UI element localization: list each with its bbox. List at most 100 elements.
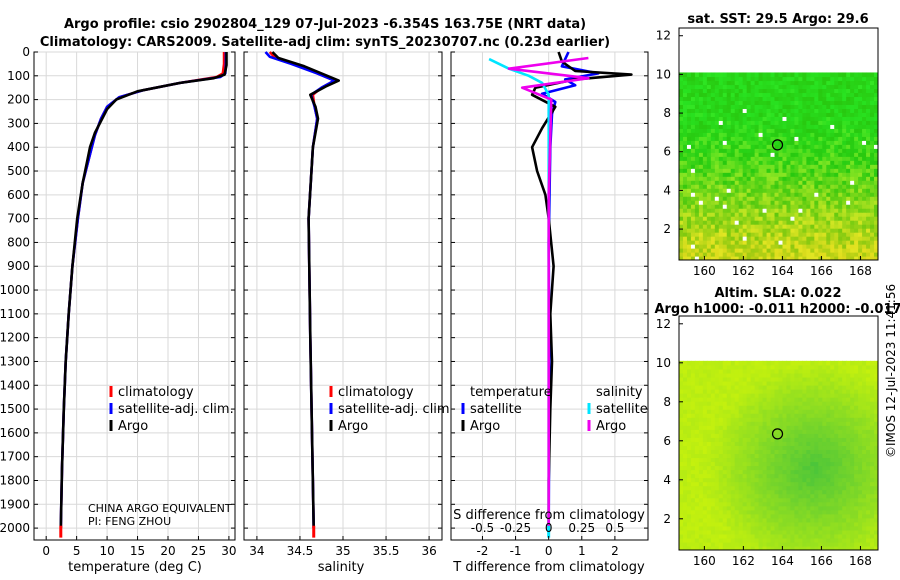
heatmap-cell	[822, 232, 827, 237]
heatmap-cell	[838, 545, 843, 550]
heatmap-cell	[762, 72, 768, 78]
heatmap-cell	[830, 497, 835, 503]
heatmap-cell	[766, 485, 772, 491]
heatmap-cell	[806, 413, 811, 418]
heatmap-cell	[798, 168, 803, 173]
heatmap-cell	[858, 489, 863, 495]
heatmap-cell	[738, 196, 744, 201]
heatmap-cell	[842, 489, 847, 495]
heatmap-cell	[679, 180, 684, 185]
heatmap-cell	[698, 393, 704, 398]
heatmap-cell	[806, 124, 811, 129]
heatmap-cell	[718, 88, 724, 94]
heatmap-cell	[854, 380, 859, 386]
heatmap-cell	[870, 453, 875, 459]
heatmap-cell	[874, 481, 878, 487]
heatmap-cell	[746, 256, 752, 260]
heatmap-cell	[746, 184, 752, 189]
heatmap-cell	[774, 180, 780, 185]
heatmap-cell	[818, 72, 823, 78]
heatmap-cell	[682, 88, 688, 94]
heatmap-cell	[710, 168, 716, 173]
heatmap-cell	[858, 501, 863, 507]
heatmap-cell	[694, 441, 700, 446]
heatmap-cell	[682, 172, 688, 177]
heatmap-cell	[750, 172, 756, 177]
heatmap-cell	[866, 489, 871, 495]
heatmap-cell	[698, 244, 704, 249]
heatmap-cell	[726, 453, 732, 459]
heatmap-cell	[726, 376, 732, 382]
heatmap-cell	[810, 252, 815, 257]
heatmap-cell	[798, 100, 803, 105]
heatmap-cell	[734, 393, 740, 398]
heatmap-cell	[866, 228, 871, 233]
heatmap-cell	[854, 501, 859, 507]
heatmap-cell	[806, 76, 811, 82]
heatmap-cell	[770, 128, 776, 133]
heatmap-cell	[818, 84, 823, 90]
heatmap-cell	[854, 76, 859, 82]
heatmap-cell	[726, 533, 732, 539]
heatmap-cell	[694, 92, 700, 98]
heatmap-cell	[874, 172, 878, 177]
heatmap-cell	[738, 385, 744, 390]
heatmap-cell	[714, 409, 720, 414]
heatmap-cell	[822, 196, 827, 201]
heatmap-cell	[802, 212, 807, 217]
heatmap-cell	[734, 521, 740, 527]
heatmap-cell	[846, 160, 851, 165]
heatmap-cell	[750, 100, 756, 105]
heatmap-cell	[726, 152, 732, 157]
heatmap-cell	[718, 469, 724, 475]
heatmap-cell	[679, 389, 684, 394]
heatmap-cell	[862, 489, 867, 495]
heatmap-cell	[786, 140, 792, 145]
heatmap-cell	[718, 489, 724, 495]
heatmap-cell	[814, 92, 819, 98]
heatmap-cell	[854, 409, 859, 414]
heatmap-cell	[834, 493, 839, 499]
heatmap-cell	[742, 385, 748, 390]
heatmap-cell	[722, 425, 728, 430]
heatmap-cell	[862, 393, 867, 398]
heatmap-cell	[850, 473, 855, 479]
heatmap-cell	[782, 224, 788, 229]
heatmap-cell	[694, 489, 700, 495]
ytick-label: 1800	[0, 473, 30, 487]
heatmap-cell	[786, 409, 792, 414]
heatmap-cell	[746, 232, 752, 237]
heatmap-cell	[850, 401, 855, 406]
heatmap-cell	[762, 364, 768, 370]
heatmap-cell	[850, 525, 855, 531]
sst-heatmap-cells	[679, 72, 878, 260]
heatmap-cell	[810, 380, 815, 386]
heatmap-cell	[758, 244, 764, 249]
heatmap-cell	[778, 393, 784, 398]
heatmap-cell	[866, 192, 871, 197]
heatmap-cell	[866, 196, 871, 201]
heatmap-cell	[690, 453, 696, 459]
heatmap-cell	[802, 461, 807, 467]
heatmap-cell	[770, 80, 776, 86]
heatmap-cell	[726, 144, 732, 149]
heatmap-cell	[806, 240, 811, 245]
heatmap-cell	[818, 425, 823, 430]
heatmap-cell	[726, 461, 732, 467]
heatmap-cell	[706, 457, 712, 463]
heatmap-cell	[798, 409, 803, 414]
heatmap-cell	[710, 533, 716, 539]
heatmap-cell	[774, 140, 780, 145]
heatmap-cell	[798, 176, 803, 181]
heatmap-cell	[802, 509, 807, 515]
heatmap-cell	[730, 112, 736, 117]
heatmap-cell	[782, 545, 788, 550]
heatmap-cell	[802, 116, 807, 121]
heatmap-cell	[742, 212, 748, 217]
heatmap-cell	[798, 417, 803, 422]
heatmap-cell	[698, 108, 704, 113]
heatmap-cell	[738, 389, 744, 394]
heatmap-cell	[746, 84, 752, 90]
heatmap-cell	[730, 228, 736, 233]
heatmap-cell	[758, 541, 764, 547]
